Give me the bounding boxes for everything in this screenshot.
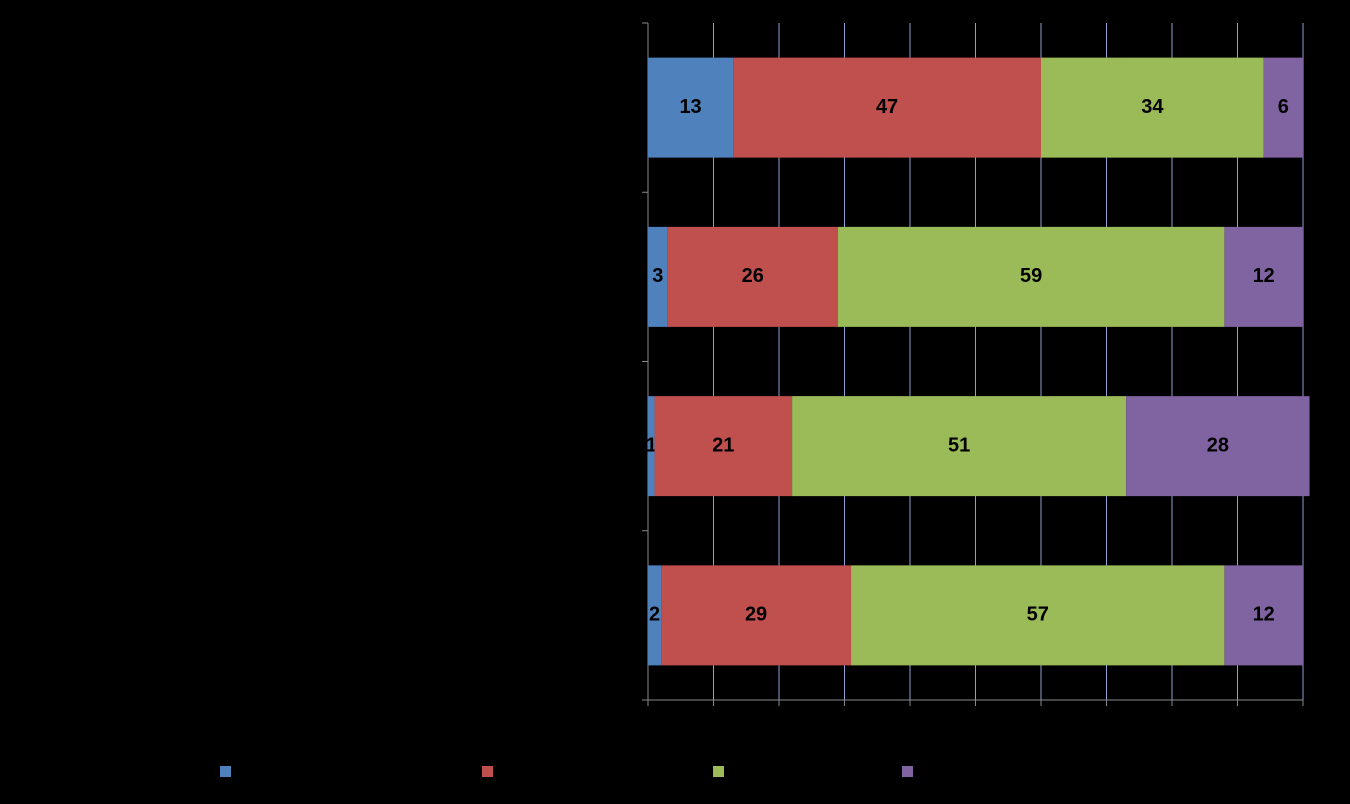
- legend-swatch: [482, 766, 493, 777]
- data-label: 57: [1027, 604, 1049, 626]
- bar-segment: [733, 57, 1041, 158]
- data-label: 6: [1278, 96, 1289, 118]
- data-label: 59: [1020, 265, 1042, 287]
- bar-segment: [667, 226, 838, 327]
- data-label: 47: [876, 96, 898, 118]
- data-label: 26: [742, 265, 764, 287]
- data-label: 12: [1253, 265, 1275, 287]
- bar-segment: [648, 226, 668, 327]
- data-label: 21: [712, 434, 734, 456]
- bar-segment: [654, 396, 793, 497]
- data-label: 13: [679, 96, 701, 118]
- bar-segment: [851, 565, 1225, 666]
- bar-segment: [648, 57, 734, 158]
- data-label: 29: [745, 604, 767, 626]
- data-label: 3: [652, 265, 663, 287]
- legend-swatch: [220, 766, 231, 777]
- bar-segment: [1224, 226, 1303, 327]
- bar-segment: [1126, 396, 1310, 497]
- data-label: 51: [948, 434, 970, 456]
- bar-segment: [1263, 57, 1303, 158]
- data-label: 28: [1207, 434, 1229, 456]
- data-label: 2: [649, 604, 660, 626]
- bar-segment: [1224, 565, 1303, 666]
- bar-segment: [792, 396, 1127, 497]
- bar-segment: [837, 226, 1225, 327]
- legend-swatch: [902, 766, 913, 777]
- bar-segment: [648, 565, 662, 666]
- legend-swatch: [713, 766, 724, 777]
- bar-segment: [648, 396, 655, 497]
- data-label: 12: [1253, 604, 1275, 626]
- bar-segment: [661, 565, 852, 666]
- bar-segment: [1041, 57, 1264, 158]
- data-label: 34: [1141, 96, 1164, 118]
- data-label: 1: [646, 434, 657, 456]
